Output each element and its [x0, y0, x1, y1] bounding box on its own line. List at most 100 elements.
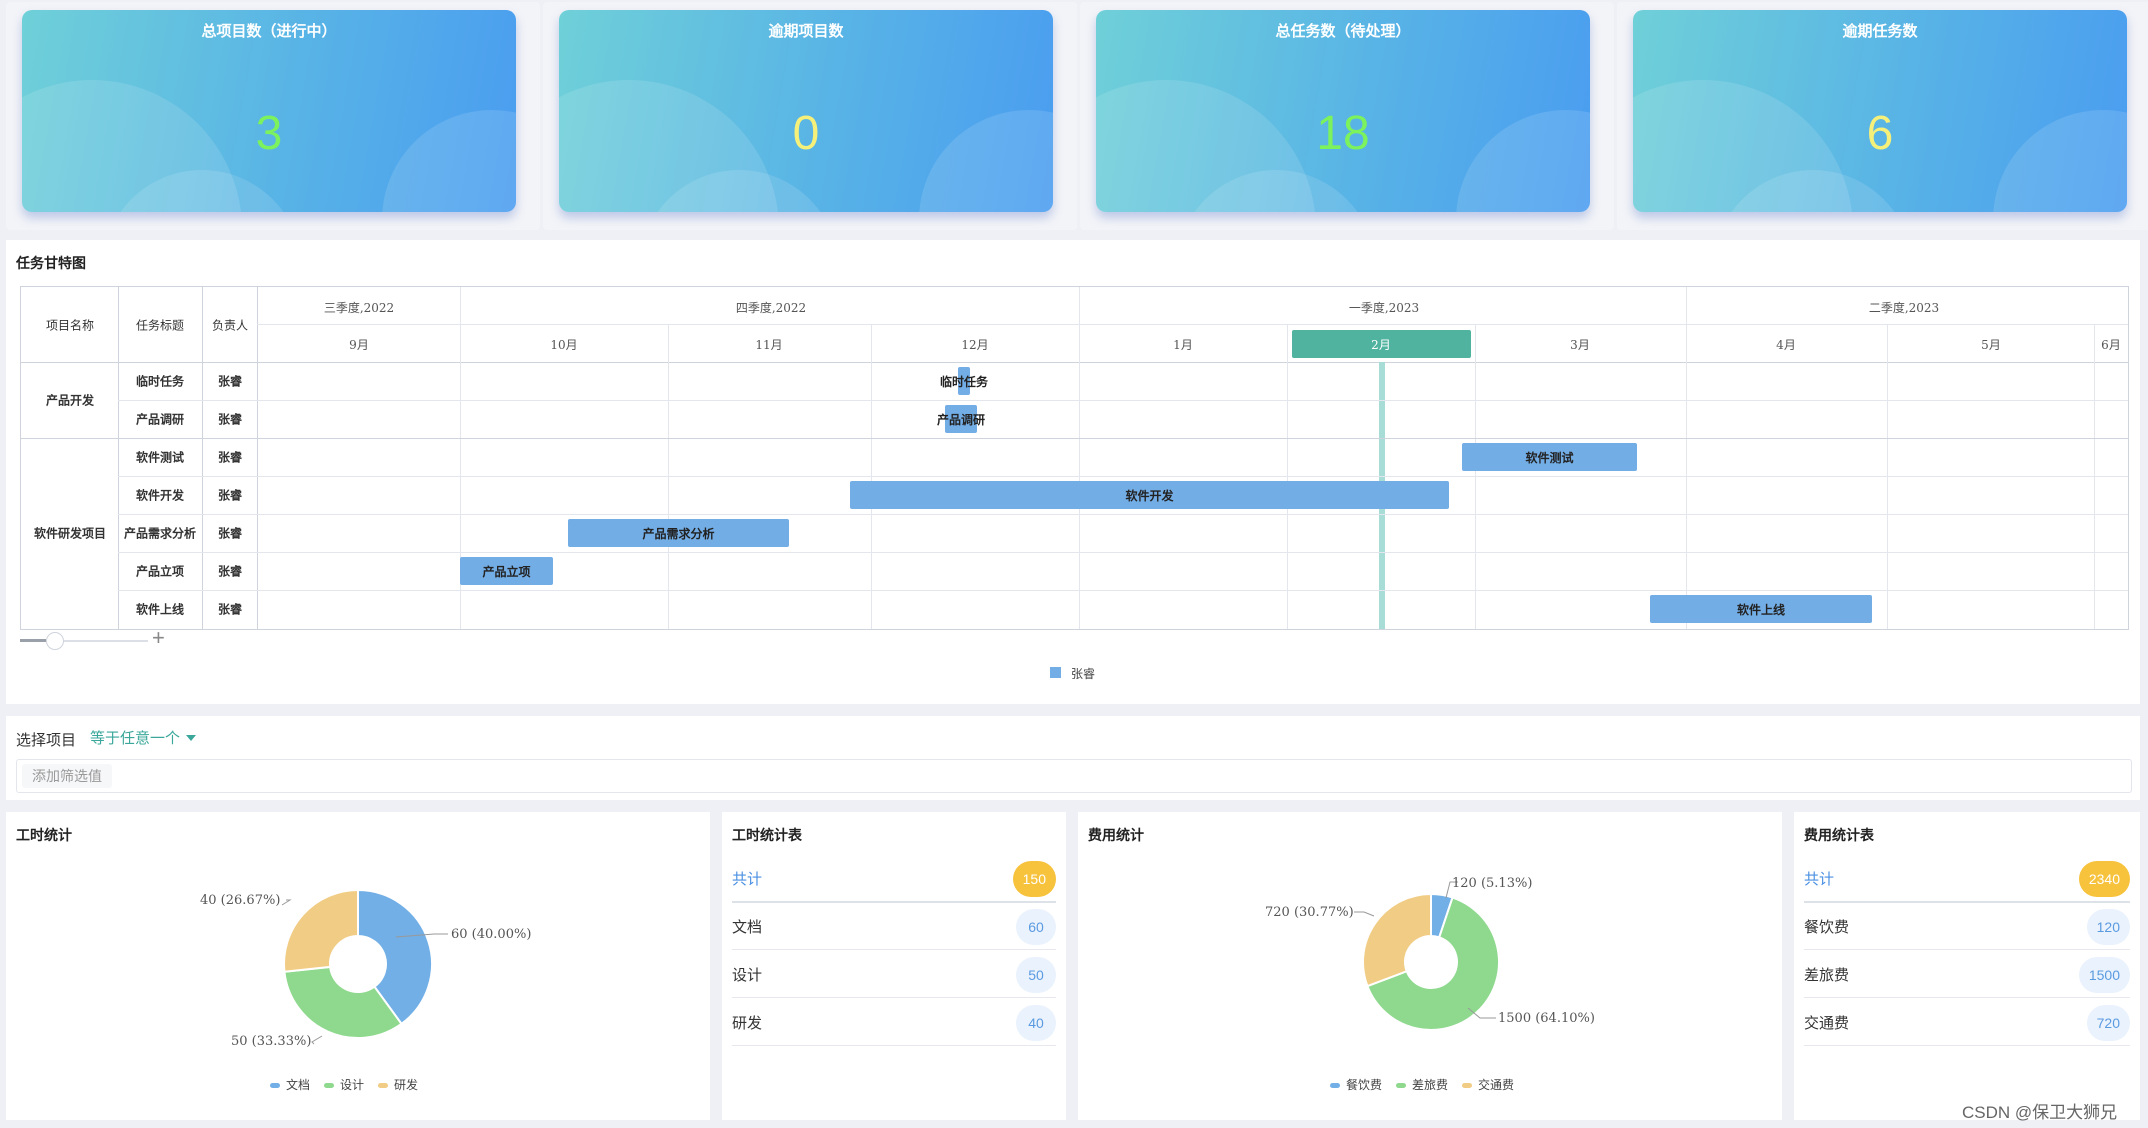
- gantt-bar[interactable]: 临时任务: [940, 367, 988, 395]
- legend-swatch: [324, 1083, 335, 1088]
- legend-swatch: [1050, 667, 1061, 678]
- legend-item[interactable]: 差旅费: [1396, 1076, 1448, 1093]
- legend-item[interactable]: 研发: [378, 1076, 418, 1093]
- task-title: 软件上线: [135, 602, 185, 617]
- header-project: 项目名称: [45, 318, 95, 333]
- hours-stat-list: 共计 150 文档 60 设计 50 研发 40: [732, 854, 1056, 1054]
- pie-label: 50 (33.33%): [231, 1034, 311, 1049]
- gantt-bar[interactable]: 软件上线: [1650, 595, 1872, 623]
- cost-legend: 餐饮费 差旅费 交通费: [1330, 1076, 1514, 1093]
- month-label: 3月: [1570, 338, 1590, 352]
- legend-swatch: [270, 1083, 280, 1088]
- gantt-bar-label: 产品立项: [482, 564, 531, 579]
- gantt-bar-label: 软件测试: [1525, 450, 1574, 465]
- zoom-slider-track[interactable]: [48, 640, 148, 642]
- gantt-bar[interactable]: 产品立项: [460, 557, 553, 585]
- quarter-label: 二季度,2023: [1868, 301, 1940, 315]
- add-filter-value[interactable]: 添加筛选值: [22, 764, 112, 788]
- task-owner: 张睿: [217, 412, 243, 427]
- pie-slice-差旅费[interactable]: [1366, 896, 1500, 1031]
- task-owner: 张睿: [217, 602, 243, 617]
- task-owner: 张睿: [217, 564, 243, 579]
- filter-label: 选择项目: [16, 732, 77, 749]
- watermark: CSDN @保卫大狮兄: [1962, 1103, 2118, 1122]
- filter-operator-value: 等于任意一个: [90, 730, 181, 747]
- task-owner: 张睿: [217, 450, 243, 465]
- gantt-bar[interactable]: 产品调研: [937, 405, 985, 433]
- task-owner: 张睿: [217, 374, 243, 389]
- stat-label: 差旅费: [1804, 966, 1850, 984]
- month-label: 6月: [2101, 338, 2121, 352]
- cost-chart-panel: [1078, 812, 1782, 1120]
- pie-label: 60 (40.00%): [451, 927, 531, 942]
- cost-table-title: 费用统计表: [1804, 827, 1874, 843]
- quarter-label: 一季度,2023: [1348, 301, 1420, 315]
- legend-label: 交通费: [1478, 1078, 1515, 1092]
- pie-slice-研发[interactable]: [283, 888, 359, 973]
- current-month-highlight: [1292, 330, 1471, 358]
- list-item: 研发 40: [732, 998, 1056, 1046]
- stat-label: 共计: [732, 870, 763, 888]
- header-task: 任务标题: [135, 318, 185, 333]
- filter-input-box[interactable]: [16, 759, 2132, 793]
- legend-swatch: [378, 1083, 389, 1088]
- kpi-card-tasks-overdue: 逾期任务数 6: [1633, 10, 2127, 212]
- legend-label: 文档: [286, 1078, 311, 1092]
- hours-legend: 文档 设计 研发: [270, 1076, 418, 1093]
- month-label: 11月: [755, 338, 783, 352]
- stat-badge: 60: [1016, 909, 1056, 945]
- pie-label-group: 120 (5.13%) 1500 (64.10%) 720 (30.77%): [1265, 876, 1595, 1026]
- stat-badge: 150: [1012, 861, 1056, 897]
- pie-slice-设计[interactable]: [283, 965, 403, 1039]
- pie-label: 40 (26.67%): [200, 893, 280, 908]
- legend-item[interactable]: 餐饮费: [1330, 1076, 1382, 1093]
- list-item: 餐饮费 120: [1804, 902, 2130, 950]
- task-title: 产品需求分析: [123, 526, 197, 541]
- legend-item[interactable]: 设计: [324, 1076, 364, 1093]
- kpi-value: 18: [1316, 107, 1370, 160]
- gantt-bar-label: 产品需求分析: [642, 526, 715, 541]
- legend-item[interactable]: 文档: [270, 1076, 310, 1093]
- legend-item[interactable]: 交通费: [1462, 1076, 1514, 1093]
- quarter-label: 三季度,2022: [323, 301, 395, 315]
- legend-swatch: [1330, 1083, 1340, 1088]
- list-item: 交通费 720: [1804, 998, 2130, 1046]
- list-item: 文档 60: [732, 902, 1056, 950]
- gantt-bar[interactable]: 软件开发: [850, 481, 1449, 509]
- legend-swatch: [1462, 1083, 1473, 1088]
- pie-label-group: 60 (40.00%) 50 (33.33%) 40 (26.67%): [200, 893, 531, 1049]
- cost-pie-chart: 120 (5.13%) 1500 (64.10%) 720 (30.77%): [1265, 876, 1595, 1031]
- zoom-slider-handle[interactable]: [46, 632, 64, 650]
- kpi-card-tasks-pending: 总任务数（待处理） 18: [1096, 10, 1590, 212]
- kpi-title: 总任务数（待处理）: [1275, 23, 1411, 40]
- task-owner: 张睿: [217, 526, 243, 541]
- zoom-in-icon[interactable]: +: [152, 625, 165, 650]
- zoom-out-icon[interactable]: [20, 639, 46, 642]
- kpi-value: 3: [255, 107, 283, 160]
- kpi-title: 总项目数（进行中）: [201, 23, 337, 40]
- stat-badge: 720: [2086, 1005, 2130, 1041]
- stat-badge: 40: [1016, 1005, 1056, 1041]
- legend-label: 差旅费: [1412, 1078, 1449, 1092]
- kpi-card-wrap: 逾期项目数 0: [543, 2, 1077, 230]
- gantt-bar[interactable]: 软件测试: [1462, 443, 1637, 471]
- stat-label: 研发: [732, 1014, 763, 1032]
- stat-label: 设计: [732, 966, 763, 984]
- pie-slice-文档[interactable]: [357, 888, 433, 1026]
- pie-slice-交通费[interactable]: [1362, 892, 1432, 988]
- list-item: 共计 2340: [1804, 854, 2130, 903]
- quarter-label: 四季度,2022: [735, 301, 807, 315]
- gantt-bar[interactable]: 产品需求分析: [568, 519, 789, 547]
- list-item: 设计 50: [732, 950, 1056, 998]
- gantt-title: 任务甘特图: [16, 255, 86, 271]
- filter-operator-select[interactable]: 等于任意一个: [90, 727, 197, 748]
- stat-label: 文档: [732, 918, 763, 936]
- gantt-bar-label: 临时任务: [940, 374, 989, 389]
- hours-pie-chart: 60 (40.00%) 50 (33.33%) 40 (26.67%): [200, 888, 531, 1049]
- caret-down-icon: [186, 734, 197, 741]
- kpi-card-wrap: 逾期任务数 6: [1617, 2, 2148, 230]
- list-item: 差旅费 1500: [1804, 950, 2130, 998]
- hours-table-title: 工时统计表: [732, 827, 802, 843]
- cost-chart-title: 费用统计: [1088, 827, 1144, 843]
- gantt-bar-label: 软件上线: [1736, 602, 1785, 617]
